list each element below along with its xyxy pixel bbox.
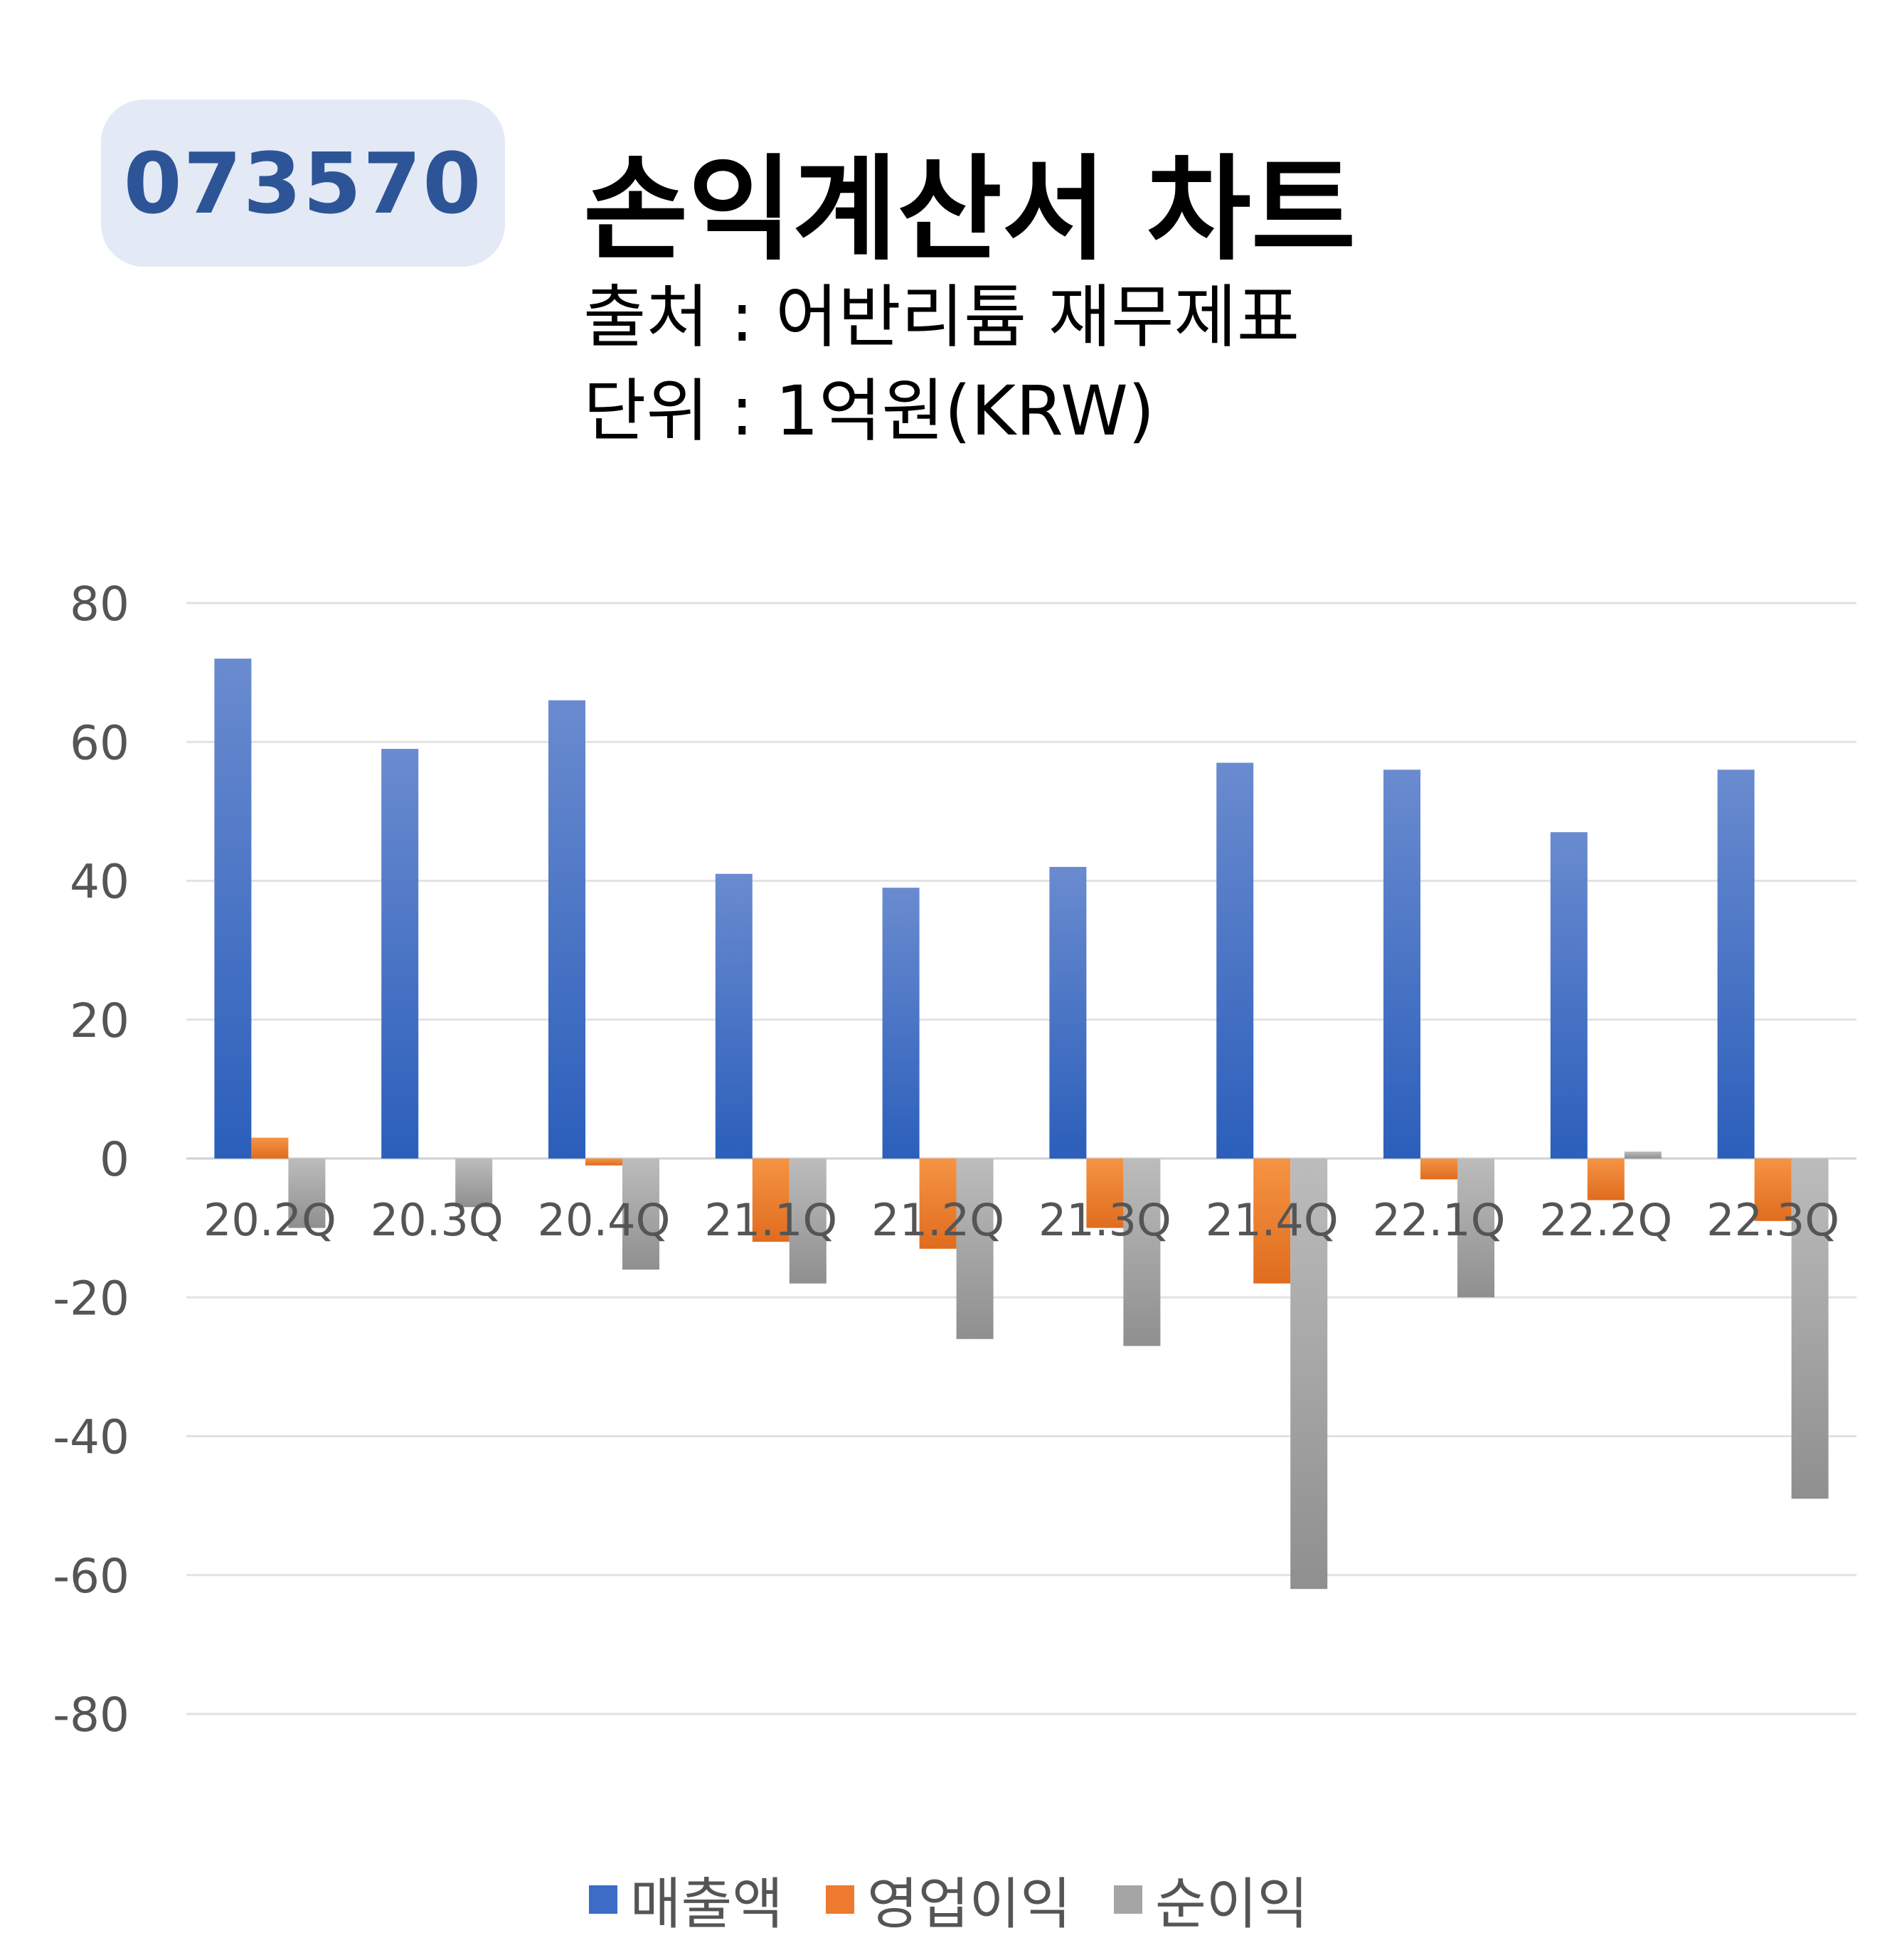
y-tick-label: 0 [100,1132,129,1187]
bar-net-income [1791,1159,1829,1499]
source-text: 출처 : 어반리튬 재무제표 [583,277,1300,357]
y-tick-label: -60 [53,1549,129,1604]
bar-operating-profit [585,1159,622,1166]
bar-revenue [715,873,753,1159]
legend-swatch [1114,1885,1143,1914]
y-tick-label: 40 [70,855,129,910]
bar-revenue [1049,866,1087,1159]
bar-operating-profit [1754,1159,1792,1221]
legend-label: 매출액 [629,1873,783,1937]
bar-operating-profit [1253,1159,1291,1284]
x-tick-label: 20.3Q [371,1194,504,1246]
bar-revenue [1717,769,1755,1159]
x-tick-label: 20.2Q [203,1194,336,1246]
bar-operating-profit [752,1159,790,1242]
legend-item: 영업이익 [825,1860,1072,1939]
bar-revenue [1216,762,1254,1159]
bar-revenue [1383,769,1420,1159]
x-axis-ticks: 20.2Q 20.3Q 20.4Q 21.1Q 21.2Q 21.3Q 21.4Q 22.1Q… [203,1194,1839,1246]
bar-operating-profit [251,1137,289,1159]
bar-net-income [956,1159,994,1339]
y-tick-label: -40 [53,1410,129,1465]
bar-revenue [214,659,252,1159]
y-tick-label: 60 [70,715,129,770]
x-tick-label: 22.3Q [1706,1194,1839,1246]
bar-revenue [882,888,920,1159]
legend-item: 매출액 [588,1860,783,1939]
legend-label: 순이익 [1155,1873,1309,1937]
x-tick-label: 21.1Q [704,1194,837,1246]
bar-operating-profit [1086,1159,1124,1228]
bar-net-income [1123,1159,1161,1346]
bar-revenue [548,700,585,1159]
x-tick-label: 22.2Q [1539,1194,1672,1246]
y-tick-label: 80 [70,577,129,632]
y-tick-label: -20 [53,1271,129,1326]
y-axis-ticks: 80 60 40 20 0 -20 -40 -60 -80 [53,577,129,1742]
bar-operating-profit [1587,1159,1625,1200]
bar-revenue [1550,832,1588,1159]
bar-net-income [622,1159,659,1270]
bar-net-income [288,1159,326,1228]
bar-net-income [455,1159,493,1208]
legend-swatch [588,1885,617,1914]
stock-code: 073570 [123,134,483,233]
legend-label: 영업이익 [866,1873,1072,1937]
unit-text: 단위 : 1억원(KRW) [583,371,1155,451]
bar-chart: 80 60 40 20 0 -20 -40 -60 -80 20.2Q 20.3Q 20.4Q 21.… [53,577,1856,1742]
stock-code-badge: 073570 [101,100,505,267]
bar-net-income [1624,1151,1662,1159]
bar-operating-profit [919,1159,957,1249]
legend: 매출액 영업이익 순이익 [0,1860,1897,1939]
bar-net-income [1457,1159,1494,1298]
y-tick-label: -80 [53,1688,129,1742]
y-tick-label: 20 [70,994,129,1048]
x-tick-label: 21.3Q [1038,1194,1171,1246]
bar-revenue [381,749,419,1159]
legend-swatch [825,1885,854,1914]
x-tick-label: 21.4Q [1206,1194,1339,1246]
bars [214,659,1829,1589]
bar-operating-profit [1420,1159,1457,1180]
bar-net-income [789,1159,827,1284]
chart-title: 손익계산서 차트 [583,143,1356,276]
x-tick-label: 22.1Q [1373,1194,1506,1246]
x-tick-label: 21.2Q [871,1194,1004,1246]
legend-item: 순이익 [1114,1860,1308,1939]
bar-net-income [1290,1159,1328,1589]
x-tick-label: 20.4Q [538,1194,671,1246]
